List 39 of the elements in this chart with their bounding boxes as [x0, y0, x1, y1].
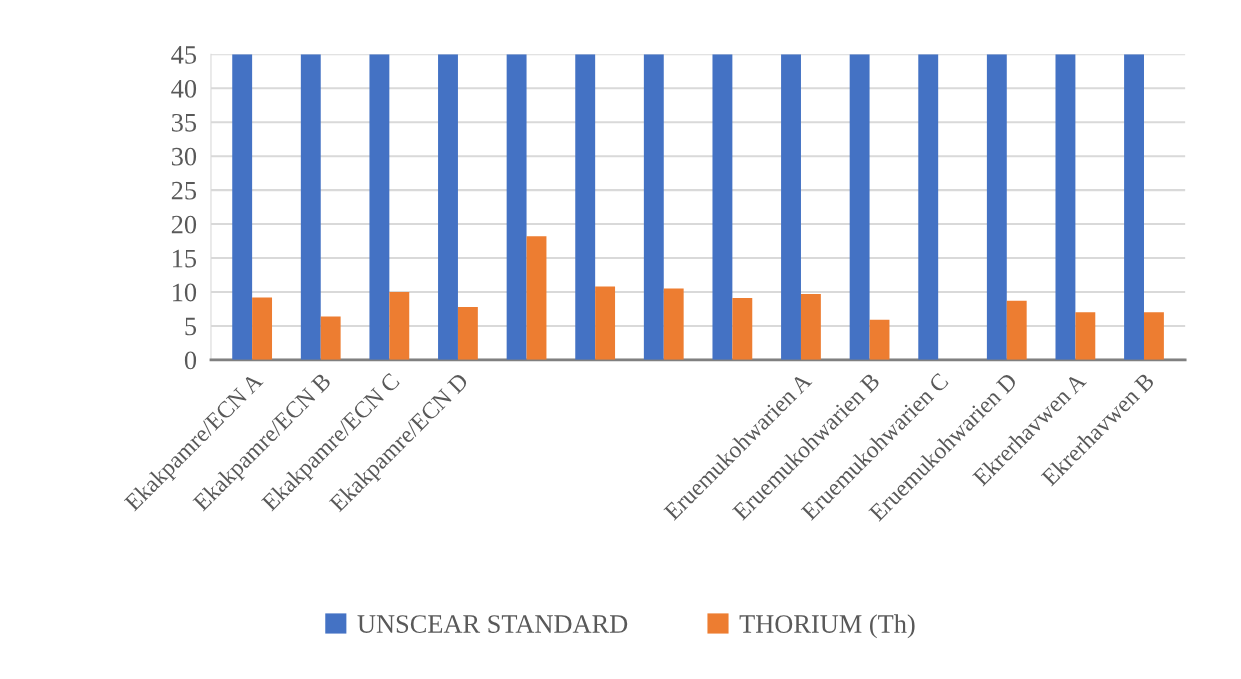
bar [457, 306, 478, 360]
y-tick-label: 35 [171, 113, 197, 132]
y-tick-label: 30 [171, 147, 197, 166]
bar [232, 54, 253, 360]
y-tick-label: 25 [171, 181, 197, 200]
bar [300, 54, 321, 360]
bar [595, 286, 616, 360]
y-tick-label: 40 [171, 79, 197, 98]
bar [781, 54, 801, 360]
bar [1143, 312, 1164, 360]
bar [1006, 300, 1027, 360]
bar [732, 298, 753, 360]
y-tick-label: 10 [173, 283, 197, 302]
bar [663, 288, 684, 360]
y-tick-label: 5 [185, 317, 197, 336]
bar [918, 54, 939, 360]
bar [712, 54, 733, 360]
legend-label: UNSCEAR STANDARD [357, 615, 628, 633]
bar [575, 54, 596, 360]
y-tick-label: 20 [171, 215, 197, 234]
y-tick-label: 45 [171, 46, 197, 64]
bar [1075, 312, 1096, 360]
bar [643, 54, 664, 360]
bar [849, 54, 870, 360]
bar [526, 236, 547, 360]
y-tick-label: 0 [184, 351, 197, 370]
bar [800, 294, 821, 360]
y-tick-label: 15 [173, 249, 197, 268]
legend-label: THORIUM (Th) [739, 614, 915, 639]
bar [869, 319, 890, 360]
bar [986, 54, 1007, 360]
bar [438, 54, 458, 360]
bar [1055, 54, 1076, 360]
bar [389, 291, 410, 360]
bar [252, 297, 273, 360]
bar [506, 54, 527, 360]
bar [369, 54, 390, 360]
bar [1124, 54, 1144, 360]
bar [320, 316, 341, 360]
